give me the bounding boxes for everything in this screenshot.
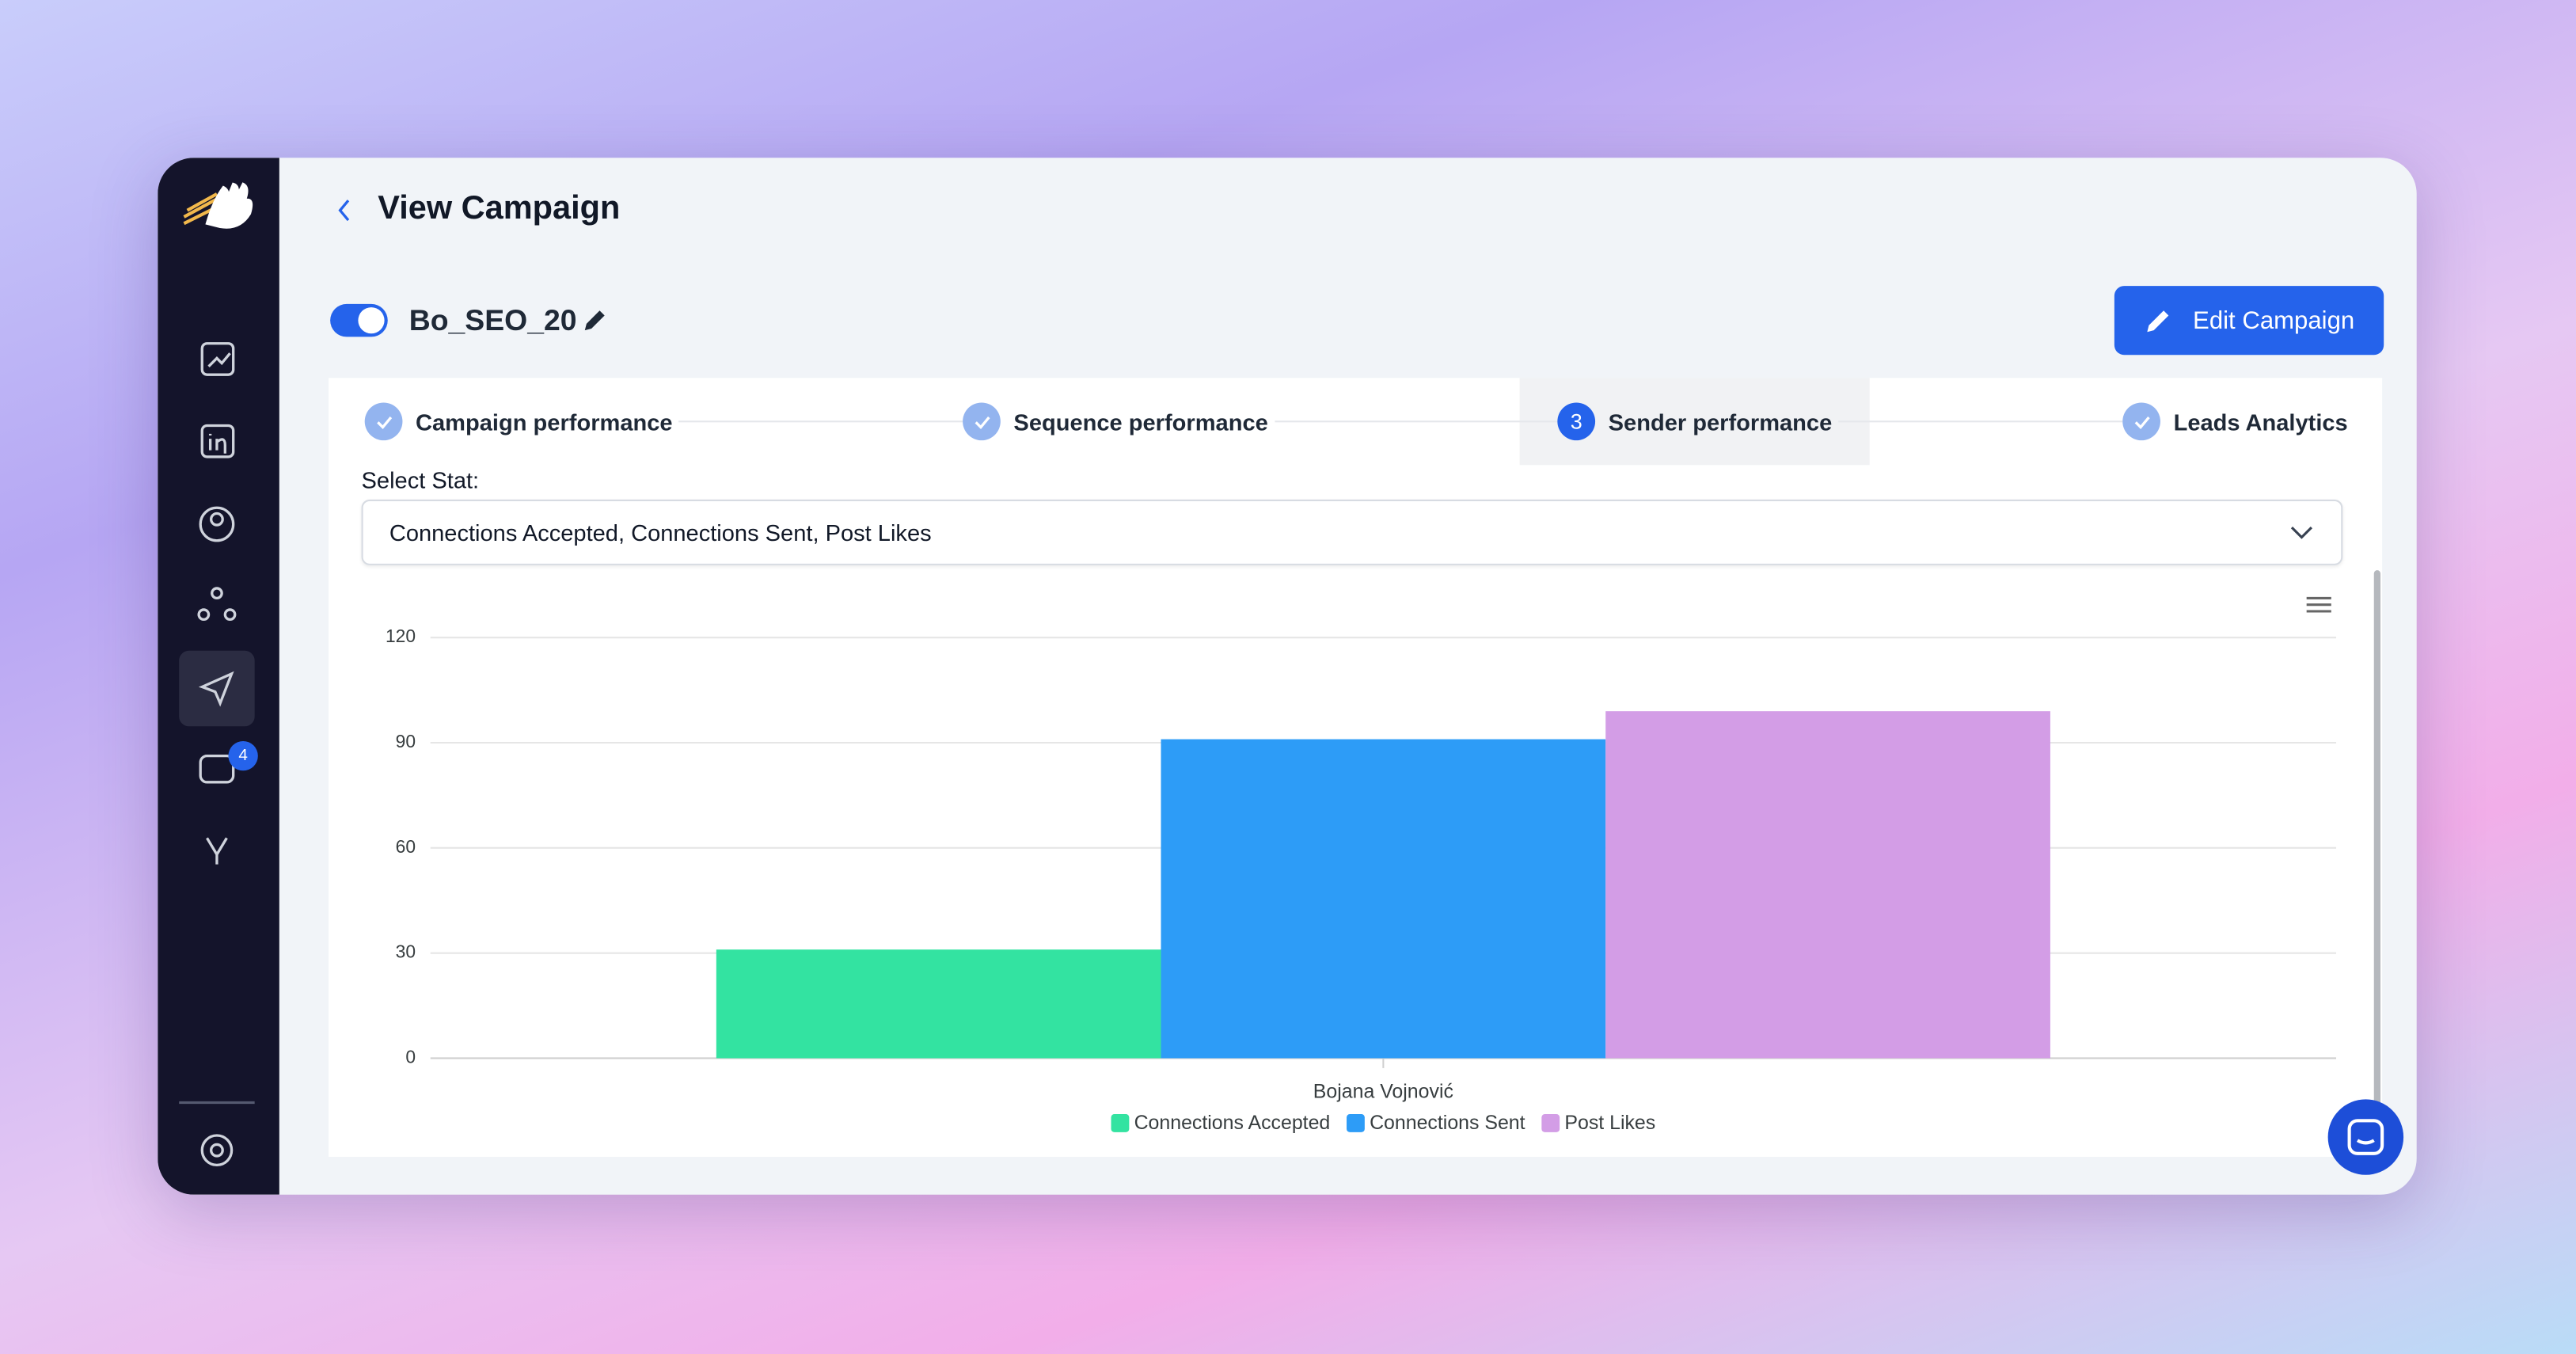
sidebar-icons: 4 (179, 182, 258, 1167)
legend-label: Post Likes (1564, 1112, 1655, 1134)
active-nav (179, 650, 255, 727)
badge-count: 4 (238, 746, 248, 764)
y-tick-label: 0 (405, 1046, 416, 1067)
legend-label: Connections Accepted (1134, 1112, 1331, 1134)
select-value: Connections Accepted, Connections Sent, … (389, 519, 932, 546)
step-check (963, 402, 1001, 441)
legend-label: Connections Sent (1370, 1112, 1525, 1134)
campaign-icon[interactable] (198, 671, 234, 707)
settings-icon[interactable] (200, 1134, 234, 1167)
step-check (364, 402, 403, 441)
tab[interactable]: Campaign performance (364, 402, 679, 441)
toggle[interactable] (330, 303, 388, 337)
tab-label: Leads Analytics (2173, 408, 2348, 435)
chevron (2290, 527, 2312, 539)
legend: Connections Accepted Connections Sent Post… (1111, 1112, 1655, 1134)
select-label: Select Stat: (361, 466, 480, 493)
linkedin-glyph (208, 433, 226, 454)
chart-menu[interactable] (2306, 596, 2331, 613)
network-node (223, 608, 237, 622)
legend-swatch (1347, 1114, 1365, 1132)
bar (1161, 739, 1606, 1059)
tab-label: Sender performance (1608, 408, 1833, 435)
edit-button[interactable]: Edit Campaign (2114, 286, 2384, 356)
tab[interactable]: Sequence performance (963, 402, 1275, 441)
campaign-name: Bo_SEO_20 (408, 303, 577, 337)
legend-swatch (1541, 1114, 1560, 1132)
logo (183, 182, 253, 229)
sidebar: 4 (158, 158, 279, 1195)
tab[interactable]: Leads Analytics (2122, 402, 2355, 441)
page-title: View Campaign (378, 190, 621, 227)
y-tick-label: 30 (396, 941, 416, 962)
integrations-icon[interactable] (206, 837, 228, 865)
badge (228, 740, 258, 771)
linkedin-icon[interactable] (200, 424, 235, 458)
bar (1605, 711, 2050, 1059)
tab-label: Sequence performance (1013, 408, 1268, 435)
app-window: 4 View Campaign Bo_SEO_20 Edit Campaign … (158, 158, 2417, 1195)
step-check (2122, 402, 2160, 441)
y-tick-label: 120 (386, 626, 416, 646)
y-tick-label: 90 (396, 731, 416, 751)
step-number: 3 (1557, 402, 1596, 441)
chart: 0 30 60 90 120 Bojana Vojnović Connections Acc… (386, 596, 2337, 1134)
profile-icon[interactable] (199, 506, 235, 542)
toggle-knob (358, 307, 385, 334)
chat-launcher[interactable] (2327, 1099, 2404, 1175)
tab[interactable]: 3 Sender performance (1557, 402, 1839, 441)
messages-icon[interactable] (199, 754, 235, 784)
x-tick-label: Bojana Vojnović (1313, 1081, 1453, 1103)
scrollbar (2373, 570, 2381, 1134)
back-button[interactable] (329, 194, 362, 227)
bar (716, 949, 1161, 1059)
tab-connector (404, 420, 2343, 423)
analytics-line (207, 352, 231, 367)
rename-icon[interactable] (580, 306, 610, 335)
profile-head (210, 512, 224, 527)
edit-icon (2146, 310, 2168, 333)
analytics-icon[interactable] (200, 342, 235, 376)
network-node (197, 608, 211, 622)
settings-center (210, 1143, 224, 1158)
legend-swatch (1111, 1114, 1130, 1132)
y-tick-label: 60 (396, 836, 416, 857)
tab-label: Campaign performance (416, 408, 673, 435)
stat-select[interactable]: Connections Accepted, Connections Sent, … (361, 499, 2343, 565)
chat-icon (2347, 1119, 2384, 1155)
edit-label: Edit Campaign (2193, 306, 2355, 335)
network-icon[interactable] (211, 587, 223, 600)
